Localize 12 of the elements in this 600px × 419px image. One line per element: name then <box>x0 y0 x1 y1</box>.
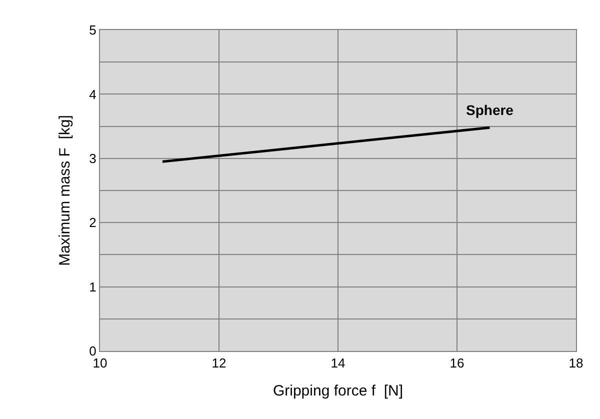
x-tick-label: 12 <box>212 356 226 371</box>
x-tick-label: 18 <box>568 356 584 371</box>
x-tick-label: 16 <box>450 356 464 371</box>
y-tick-label: 1 <box>89 279 96 294</box>
y-tick-label: 2 <box>89 215 96 230</box>
y-axis-title: Maximum mass F [kg] <box>56 115 74 266</box>
y-tick-label: 3 <box>89 150 96 166</box>
x-tick-label: 14 <box>330 356 346 371</box>
x-axis-title: Gripping force f [N] <box>272 382 404 400</box>
y-tick-label: 4 <box>89 86 96 102</box>
annotation: Sphere <box>466 102 514 118</box>
y-tick-label: 5 <box>89 22 96 38</box>
